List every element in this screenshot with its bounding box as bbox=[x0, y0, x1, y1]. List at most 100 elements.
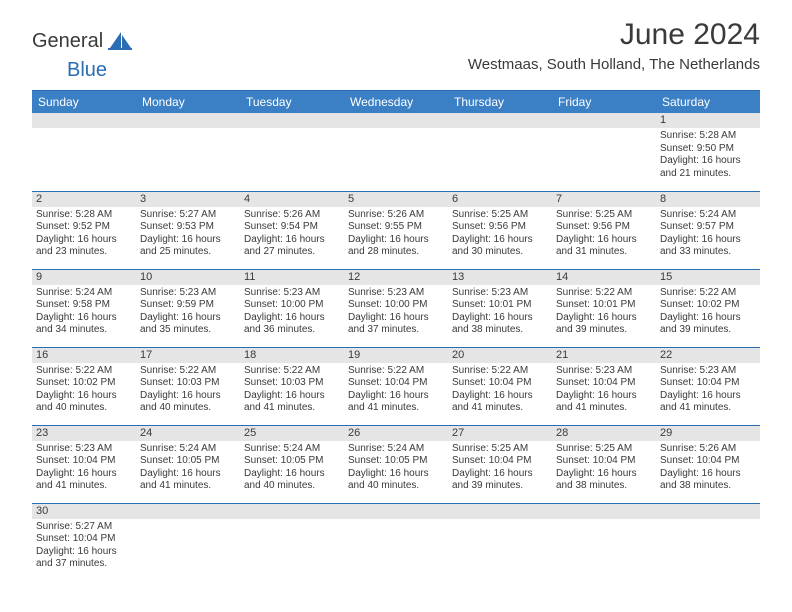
day-number: 4 bbox=[240, 192, 344, 207]
calendar-cell: 19Sunrise: 5:22 AMSunset: 10:04 PMDaylig… bbox=[344, 347, 448, 425]
day-number: 25 bbox=[240, 426, 344, 441]
day-number: 7 bbox=[552, 192, 656, 207]
day-details: Sunrise: 5:22 AMSunset: 10:02 PMDaylight… bbox=[656, 285, 760, 341]
day-details: Sunrise: 5:22 AMSunset: 10:02 PMDaylight… bbox=[32, 363, 136, 419]
calendar-cell: 15Sunrise: 5:22 AMSunset: 10:02 PMDaylig… bbox=[656, 269, 760, 347]
day-details: Sunrise: 5:28 AMSunset: 9:52 PMDaylight:… bbox=[32, 207, 136, 263]
calendar-cell: 13Sunrise: 5:23 AMSunset: 10:01 PMDaylig… bbox=[448, 269, 552, 347]
calendar-cell: 21Sunrise: 5:23 AMSunset: 10:04 PMDaylig… bbox=[552, 347, 656, 425]
day-number: 28 bbox=[552, 426, 656, 441]
day-details: Sunrise: 5:22 AMSunset: 10:01 PMDaylight… bbox=[552, 285, 656, 341]
day-number: 26 bbox=[344, 426, 448, 441]
calendar-cell: 27Sunrise: 5:25 AMSunset: 10:04 PMDaylig… bbox=[448, 425, 552, 503]
sail-icon bbox=[107, 30, 133, 55]
day-number: 30 bbox=[32, 504, 136, 519]
calendar-cell bbox=[136, 113, 240, 191]
calendar-cell bbox=[344, 113, 448, 191]
calendar-cell: 11Sunrise: 5:23 AMSunset: 10:00 PMDaylig… bbox=[240, 269, 344, 347]
calendar-cell bbox=[656, 503, 760, 581]
day-number: 6 bbox=[448, 192, 552, 207]
weekday-header: Sunday bbox=[32, 91, 136, 114]
weekday-header: Tuesday bbox=[240, 91, 344, 114]
weekday-header: Friday bbox=[552, 91, 656, 114]
day-details: Sunrise: 5:25 AMSunset: 10:04 PMDaylight… bbox=[448, 441, 552, 497]
calendar-cell: 28Sunrise: 5:25 AMSunset: 10:04 PMDaylig… bbox=[552, 425, 656, 503]
day-details: Sunrise: 5:24 AMSunset: 9:57 PMDaylight:… bbox=[656, 207, 760, 263]
logo-text-blue: Blue bbox=[67, 59, 107, 81]
day-number: 15 bbox=[656, 270, 760, 285]
day-number: 5 bbox=[344, 192, 448, 207]
day-number: 22 bbox=[656, 348, 760, 363]
day-details: Sunrise: 5:23 AMSunset: 10:04 PMDaylight… bbox=[32, 441, 136, 497]
day-details: Sunrise: 5:23 AMSunset: 10:00 PMDaylight… bbox=[344, 285, 448, 341]
calendar-cell: 12Sunrise: 5:23 AMSunset: 10:00 PMDaylig… bbox=[344, 269, 448, 347]
logo: General bbox=[32, 30, 135, 53]
day-number: 24 bbox=[136, 426, 240, 441]
calendar-cell: 22Sunrise: 5:23 AMSunset: 10:04 PMDaylig… bbox=[656, 347, 760, 425]
day-number: 13 bbox=[448, 270, 552, 285]
day-number: 10 bbox=[136, 270, 240, 285]
day-details: Sunrise: 5:28 AMSunset: 9:50 PMDaylight:… bbox=[656, 128, 760, 184]
day-details: Sunrise: 5:24 AMSunset: 10:05 PMDaylight… bbox=[344, 441, 448, 497]
calendar-week-row: 23Sunrise: 5:23 AMSunset: 10:04 PMDaylig… bbox=[32, 425, 760, 503]
day-details: Sunrise: 5:25 AMSunset: 9:56 PMDaylight:… bbox=[552, 207, 656, 263]
calendar-table: Sunday Monday Tuesday Wednesday Thursday… bbox=[32, 90, 760, 581]
calendar-week-row: 16Sunrise: 5:22 AMSunset: 10:02 PMDaylig… bbox=[32, 347, 760, 425]
day-details: Sunrise: 5:23 AMSunset: 10:04 PMDaylight… bbox=[552, 363, 656, 419]
calendar-cell: 8Sunrise: 5:24 AMSunset: 9:57 PMDaylight… bbox=[656, 191, 760, 269]
weekday-header: Thursday bbox=[448, 91, 552, 114]
calendar-cell bbox=[552, 503, 656, 581]
calendar-cell: 4Sunrise: 5:26 AMSunset: 9:54 PMDaylight… bbox=[240, 191, 344, 269]
day-number: 2 bbox=[32, 192, 136, 207]
day-number: 20 bbox=[448, 348, 552, 363]
calendar-cell bbox=[136, 503, 240, 581]
day-details: Sunrise: 5:24 AMSunset: 10:05 PMDaylight… bbox=[136, 441, 240, 497]
day-details: Sunrise: 5:25 AMSunset: 9:56 PMDaylight:… bbox=[448, 207, 552, 263]
calendar-week-row: 30Sunrise: 5:27 AMSunset: 10:04 PMDaylig… bbox=[32, 503, 760, 581]
weekday-header: Saturday bbox=[656, 91, 760, 114]
day-number: 3 bbox=[136, 192, 240, 207]
calendar-cell: 17Sunrise: 5:22 AMSunset: 10:03 PMDaylig… bbox=[136, 347, 240, 425]
calendar-cell: 29Sunrise: 5:26 AMSunset: 10:04 PMDaylig… bbox=[656, 425, 760, 503]
calendar-cell: 14Sunrise: 5:22 AMSunset: 10:01 PMDaylig… bbox=[552, 269, 656, 347]
day-number: 16 bbox=[32, 348, 136, 363]
day-number: 1 bbox=[656, 113, 760, 128]
day-details: Sunrise: 5:26 AMSunset: 10:04 PMDaylight… bbox=[656, 441, 760, 497]
calendar-cell: 7Sunrise: 5:25 AMSunset: 9:56 PMDaylight… bbox=[552, 191, 656, 269]
calendar-cell: 20Sunrise: 5:22 AMSunset: 10:04 PMDaylig… bbox=[448, 347, 552, 425]
day-number: 29 bbox=[656, 426, 760, 441]
day-number: 14 bbox=[552, 270, 656, 285]
day-details: Sunrise: 5:22 AMSunset: 10:03 PMDaylight… bbox=[240, 363, 344, 419]
calendar-week-row: 9Sunrise: 5:24 AMSunset: 9:58 PMDaylight… bbox=[32, 269, 760, 347]
calendar-cell bbox=[448, 503, 552, 581]
calendar-cell: 16Sunrise: 5:22 AMSunset: 10:02 PMDaylig… bbox=[32, 347, 136, 425]
day-number: 17 bbox=[136, 348, 240, 363]
weekday-header: Wednesday bbox=[344, 91, 448, 114]
calendar-cell bbox=[344, 503, 448, 581]
day-details: Sunrise: 5:23 AMSunset: 10:04 PMDaylight… bbox=[656, 363, 760, 419]
day-details: Sunrise: 5:26 AMSunset: 9:54 PMDaylight:… bbox=[240, 207, 344, 263]
calendar-cell bbox=[32, 113, 136, 191]
day-details: Sunrise: 5:23 AMSunset: 10:00 PMDaylight… bbox=[240, 285, 344, 341]
day-details: Sunrise: 5:22 AMSunset: 10:04 PMDaylight… bbox=[448, 363, 552, 419]
day-number: 23 bbox=[32, 426, 136, 441]
calendar-cell: 25Sunrise: 5:24 AMSunset: 10:05 PMDaylig… bbox=[240, 425, 344, 503]
day-details: Sunrise: 5:24 AMSunset: 9:58 PMDaylight:… bbox=[32, 285, 136, 341]
day-details: Sunrise: 5:23 AMSunset: 10:01 PMDaylight… bbox=[448, 285, 552, 341]
calendar-cell bbox=[240, 503, 344, 581]
day-details: Sunrise: 5:22 AMSunset: 10:04 PMDaylight… bbox=[344, 363, 448, 419]
calendar-cell bbox=[552, 113, 656, 191]
day-details: Sunrise: 5:27 AMSunset: 9:53 PMDaylight:… bbox=[136, 207, 240, 263]
day-number: 8 bbox=[656, 192, 760, 207]
calendar-cell: 10Sunrise: 5:23 AMSunset: 9:59 PMDayligh… bbox=[136, 269, 240, 347]
weekday-header-row: Sunday Monday Tuesday Wednesday Thursday… bbox=[32, 91, 760, 114]
logo-text-general: General bbox=[32, 30, 103, 53]
day-number: 18 bbox=[240, 348, 344, 363]
calendar-cell: 2Sunrise: 5:28 AMSunset: 9:52 PMDaylight… bbox=[32, 191, 136, 269]
day-number: 11 bbox=[240, 270, 344, 285]
calendar-week-row: 2Sunrise: 5:28 AMSunset: 9:52 PMDaylight… bbox=[32, 191, 760, 269]
day-number: 27 bbox=[448, 426, 552, 441]
day-details: Sunrise: 5:23 AMSunset: 9:59 PMDaylight:… bbox=[136, 285, 240, 341]
day-details: Sunrise: 5:25 AMSunset: 10:04 PMDaylight… bbox=[552, 441, 656, 497]
calendar-cell: 18Sunrise: 5:22 AMSunset: 10:03 PMDaylig… bbox=[240, 347, 344, 425]
